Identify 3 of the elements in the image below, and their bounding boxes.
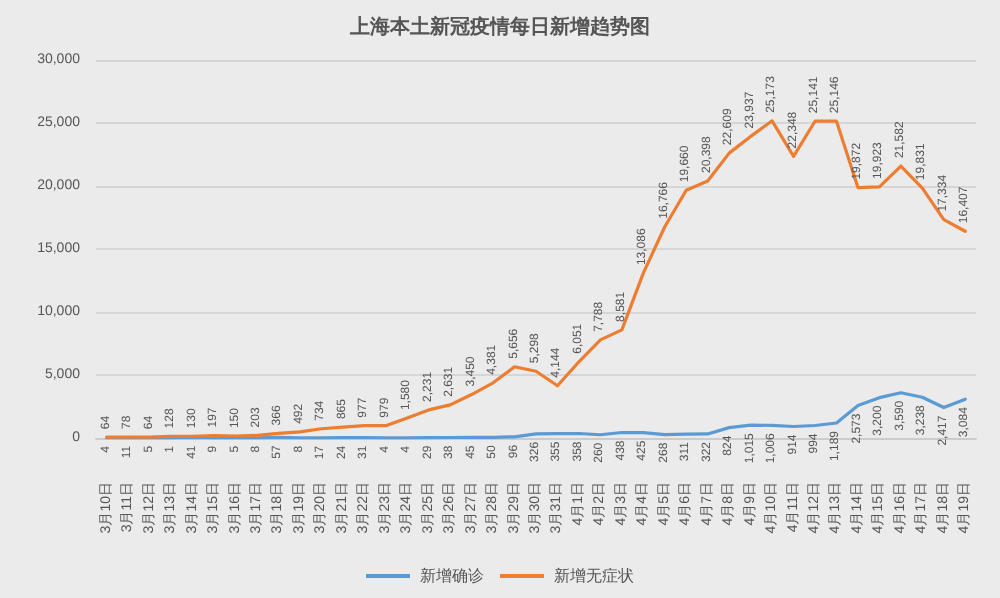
legend-label: 新增无症状 [554,567,634,585]
legend-label: 新增确诊 [420,567,484,585]
chart-title: 上海本土新冠疫情每日新增趋势图 [348,15,650,39]
